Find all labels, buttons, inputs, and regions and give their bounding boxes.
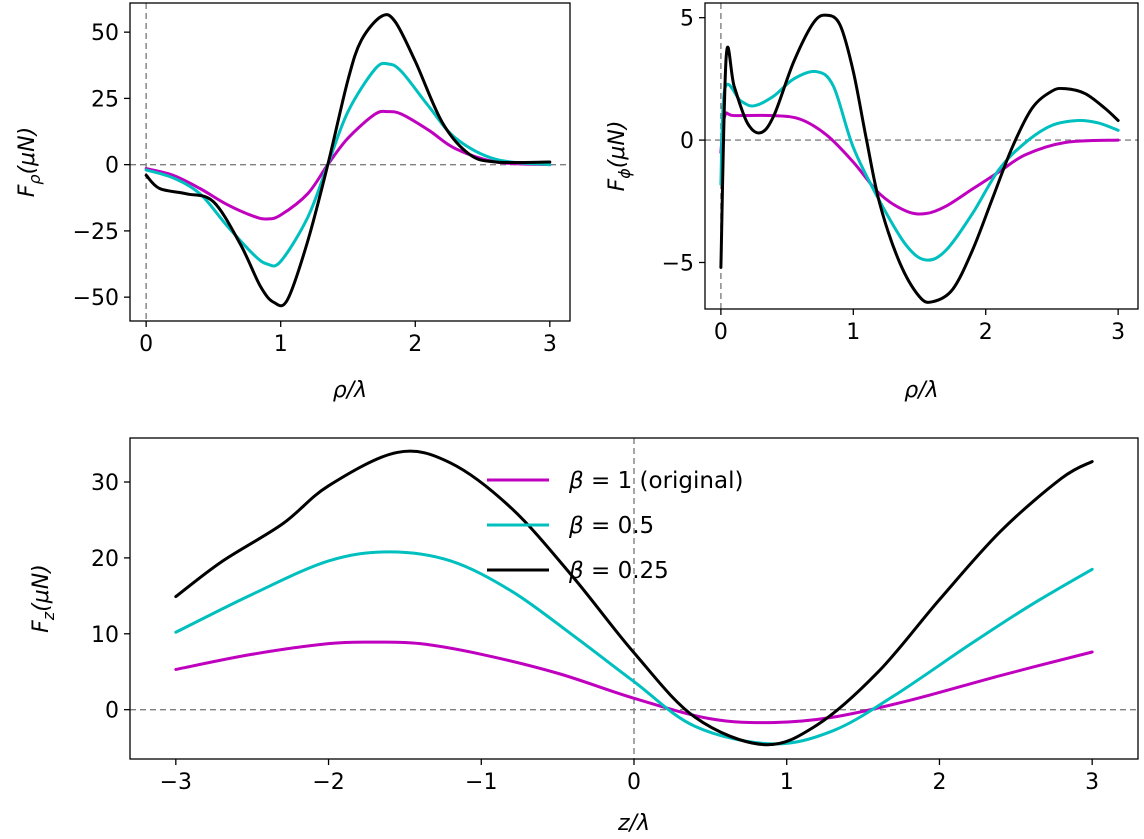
series-line-beta-05 <box>144 61 552 268</box>
panel-f-rho: 0 1 2 3 50 25 0 −25 −50 ρ/λ Fρ(μN) <box>15 2 571 403</box>
series-line-beta-1 <box>174 640 1094 725</box>
legend-label: β = 1 (original) <box>568 468 743 494</box>
x-axis-label: ρ/λ <box>333 378 367 403</box>
y-tick-label: −5 <box>662 251 694 276</box>
y-tick-label: 0 <box>680 129 694 154</box>
x-tick-label: 3 <box>1085 770 1099 795</box>
x-tick-label: 2 <box>932 770 946 795</box>
series-line-beta-025 <box>174 449 1094 747</box>
series-line-beta-1 <box>719 111 1120 216</box>
x-tick-label: −1 <box>465 770 497 795</box>
x-tick-label: 3 <box>543 332 557 357</box>
x-tick-label: 2 <box>979 320 993 345</box>
y-axis-label: Fρ(μN) <box>15 127 44 197</box>
y-tick-label: 30 <box>91 471 119 496</box>
series-line-beta-025 <box>144 13 552 308</box>
y-tick-label: 10 <box>91 623 119 648</box>
x-tick-label: 0 <box>714 320 728 345</box>
x-tick-label: 0 <box>139 332 153 357</box>
x-axis-label: z/λ <box>617 811 650 836</box>
x-tick-label: −3 <box>160 770 192 795</box>
x-tick-label: 3 <box>1111 320 1125 345</box>
panel-f-z: −3 −2 −1 0 1 2 3 30 20 10 0 z/λ Fz(μN) β = 1 (origina… <box>29 437 1139 836</box>
series-line-beta-025 <box>719 13 1120 304</box>
axes-frame <box>129 2 571 322</box>
y-tick-label: −25 <box>73 220 119 245</box>
series-line-beta-05 <box>174 550 1094 746</box>
series-group <box>719 13 1120 304</box>
series-line-beta-05 <box>719 69 1120 262</box>
legend: β = 1 (original) β = 0.5 β = 0.25 <box>487 468 743 584</box>
x-tick-label: 1 <box>846 320 860 345</box>
y-tick-label: −50 <box>73 286 119 311</box>
y-axis-label: Fz(μN) <box>29 564 58 633</box>
y-tick-label: 0 <box>105 699 119 724</box>
y-tick-label: 5 <box>680 7 694 32</box>
series-group <box>144 13 552 308</box>
y-tick-label: 50 <box>91 21 119 46</box>
x-tick-label: 0 <box>627 770 641 795</box>
panel-f-phi: 0 1 2 3 5 0 −5 ρ/λ Fϕ(μN) <box>605 2 1139 403</box>
series-group <box>174 449 1094 747</box>
x-tick-label: 2 <box>408 332 422 357</box>
x-tick-label: −2 <box>312 770 344 795</box>
x-tick-label: 1 <box>780 770 794 795</box>
legend-label: β = 0.25 <box>568 558 669 584</box>
x-axis-label: ρ/λ <box>904 378 938 403</box>
axes-frame <box>704 2 1139 310</box>
legend-label: β = 0.5 <box>568 513 654 539</box>
y-axis-label: Fϕ(μN) <box>605 121 634 192</box>
y-tick-label: 20 <box>91 547 119 572</box>
y-tick-label: 25 <box>91 87 119 112</box>
x-tick-label: 1 <box>274 332 288 357</box>
y-tick-label: 0 <box>105 154 119 179</box>
